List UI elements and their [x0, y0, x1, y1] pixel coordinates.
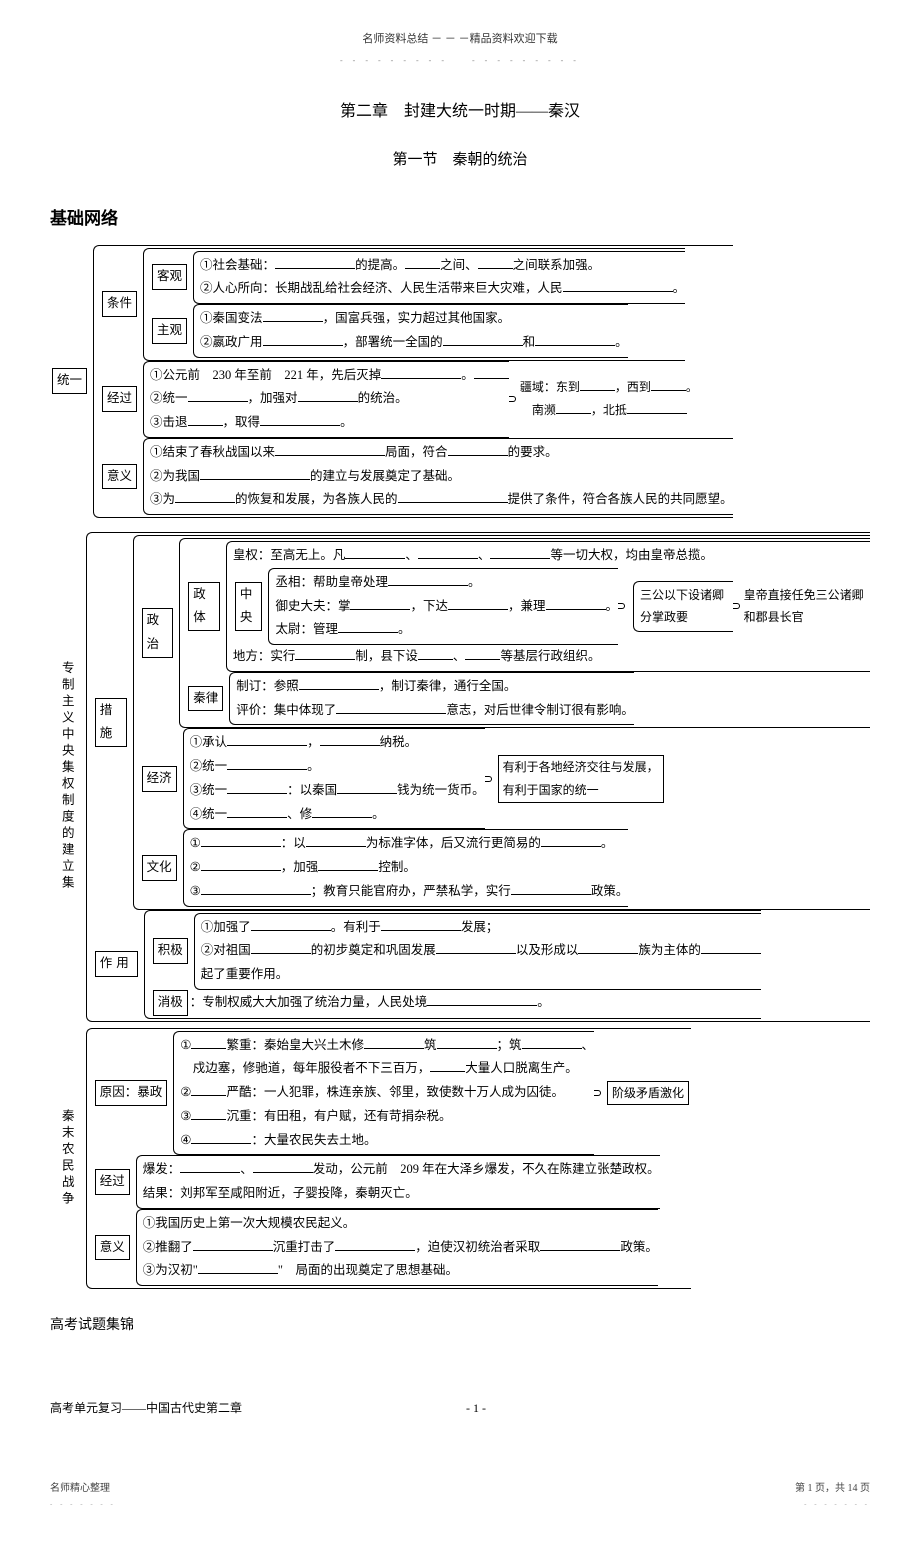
- label-subjective: 主观: [152, 318, 187, 344]
- class-conflict-note: 阶级矛盾激化: [607, 1081, 689, 1106]
- label-peasant-war: 秦末农民战争: [50, 1109, 82, 1208]
- heading-basic-network: 基础网络: [50, 204, 870, 235]
- label-measures: 措施: [95, 698, 127, 748]
- label-economy: 经济: [142, 766, 177, 792]
- label-politics: 政治: [142, 608, 174, 658]
- label-meaning2: 意义: [95, 1235, 130, 1261]
- chapter-title: 第二章 封建大统一时期——秦汉: [50, 98, 870, 127]
- label-objective: 客观: [152, 264, 187, 290]
- label-polity: 政体: [188, 582, 220, 632]
- label-positive: 积极: [153, 938, 188, 964]
- label-qinlaw: 秦律: [188, 686, 223, 712]
- label-process: 经过: [102, 386, 137, 412]
- label-process2: 经过: [95, 1169, 130, 1195]
- outline-tree: 统一 条件 客观 ①社会基础：的提高。之间、之间联系加强。 ②人心所向：长期战乱…: [50, 245, 870, 1290]
- heading-exam: 高考试题集锦: [50, 1313, 870, 1338]
- label-culture: 文化: [142, 855, 177, 881]
- label-cause: 原因：暴政: [95, 1080, 168, 1106]
- label-meaning: 意义: [102, 464, 137, 490]
- header-dots: - - - - - - - - - - - - - - - - - -: [50, 54, 870, 68]
- label-unify: 统一: [52, 368, 87, 394]
- section-title: 第一节 秦朝的统治: [50, 147, 870, 174]
- label-conditions: 条件: [102, 291, 137, 317]
- doc-header-note: 名师资料总结 － － －精品资料欢迎下载: [50, 30, 870, 50]
- label-effect: 作用: [95, 951, 138, 977]
- bottom-bar: 名师精心整理 - - - - - - - 第 1 页，共 14 页 - - - …: [50, 1480, 870, 1511]
- footer-review: 高考单元复习——中国古代史第二章 - 1 -: [50, 1398, 870, 1420]
- label-central: 中央: [235, 582, 263, 632]
- label-centralism: 专制主义中央集权制度的建立集: [50, 661, 82, 892]
